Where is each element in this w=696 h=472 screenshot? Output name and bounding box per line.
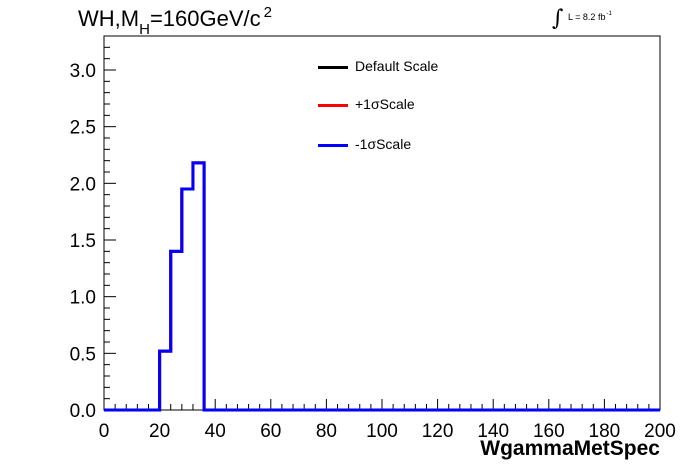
legend-label-plus1sigma: +1σScale: [355, 96, 415, 112]
x-tick-label: 20: [149, 421, 170, 442]
x-tick-label: 40: [205, 421, 226, 442]
x-tick-label: 60: [260, 421, 281, 442]
luminosity-label: ∫ L = 8.2 fb-1: [552, 6, 612, 31]
plot-frame: [103, 35, 661, 411]
legend-line-minus1sigma: [318, 144, 348, 147]
legend-item-minus1sigma: -1σScale: [318, 134, 518, 154]
x-tick-label: 80: [316, 421, 337, 442]
series-layer: [104, 161, 660, 412]
title-rest: =160GeV/c: [149, 6, 261, 31]
x-axis-label: WgammaMetSpec: [480, 437, 660, 460]
legend-line-default: [318, 66, 348, 69]
title-superscript: 2: [263, 4, 272, 21]
x-tick-label: 100: [366, 421, 398, 442]
luminosity-text: L = 8.2 fb: [568, 12, 606, 22]
y-tick-label: 2.5: [70, 118, 96, 139]
legend-item-default: Default Scale: [318, 56, 518, 76]
histogram-series-2: [104, 161, 660, 412]
chart-title: WH,MH=160GeV/c 2: [78, 4, 272, 38]
legend-item-plus1sigma: +1σScale: [318, 94, 518, 114]
y-tick-label: 0.0: [70, 401, 96, 422]
x-tick-label: 160: [533, 421, 565, 442]
legend-line-plus1sigma: [318, 104, 348, 107]
y-axis-ticks: 0.0 0.5 1.0 1.5 2.0 2.5 3.0: [70, 35, 116, 422]
y-tick-label: 3.0: [70, 61, 96, 82]
legend-label-default: Default Scale: [355, 58, 439, 74]
title-subscript: H: [139, 21, 150, 38]
integral-icon: ∫: [552, 6, 564, 31]
legend-label-minus1sigma: -1σScale: [355, 136, 412, 152]
histogram-series-0: [104, 161, 660, 412]
histogram-series-1: [104, 161, 660, 412]
x-tick-label: 0: [99, 421, 110, 442]
y-tick-label: 0.5: [70, 344, 96, 365]
x-tick-label: 200: [644, 421, 676, 442]
x-tick-label: 120: [422, 421, 454, 442]
luminosity-superscript: -1: [606, 11, 612, 17]
x-tick-label: 180: [589, 421, 621, 442]
x-tick-label: 140: [477, 421, 509, 442]
title-main: WH,M: [78, 6, 140, 31]
y-tick-label: 2.0: [70, 174, 96, 195]
x-axis-ticks: 0 20 40 60 80 100 120 140 160 180 200: [99, 399, 676, 442]
y-tick-label: 1.0: [70, 288, 96, 309]
y-tick-label: 1.5: [70, 231, 96, 252]
